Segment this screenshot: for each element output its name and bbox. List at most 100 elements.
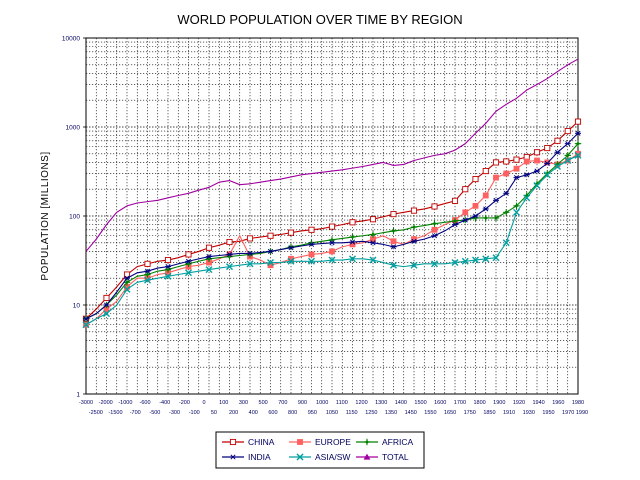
marker-stroke [82,321,90,329]
data-point [123,279,131,286]
x-tick-label: 1050 [326,410,338,416]
legend-entry-india: INDIA [222,452,271,462]
data-point [144,268,151,274]
data-point [226,251,233,257]
data-point [410,261,418,269]
legend-label: AFRICA [382,437,414,447]
marker-stroke [533,182,541,190]
data-point [288,245,294,251]
data-point [226,238,233,246]
marker-stroke [575,130,581,136]
data-point [349,233,356,241]
marker-stroke [431,260,438,268]
marker-stroke [390,261,397,269]
data-point [103,302,110,308]
x-tick-label: -400 [159,400,170,406]
chart-title: WORLD POPULATION OVER TIME BY REGION [177,12,462,27]
data-point [328,236,336,244]
data-point [503,190,510,196]
marker-fill [391,228,396,233]
marker-stroke [349,239,356,245]
data-point [482,255,490,263]
data-point [431,233,438,239]
series-line-total [85,58,579,252]
marker-stroke [287,257,295,265]
x-tick-label: 0 [203,400,206,406]
marker-stroke [492,254,500,262]
marker-stroke [513,208,520,216]
data-point [554,137,561,144]
x-tick-label: 1250 [365,410,377,416]
legend-entry-total: TOTAL [356,452,409,462]
data-point [451,217,459,225]
data-point [329,240,335,246]
marker-fill [125,280,129,285]
data-point [575,150,581,157]
marker-stroke [205,266,213,274]
marker-stroke [462,217,468,223]
marker-stroke [411,238,417,244]
x-tick-label: 600 [268,410,277,416]
marker-stroke [247,250,253,256]
data-point [369,231,377,238]
marker-stroke [246,260,254,268]
marker-fill [350,235,355,240]
data-point [492,214,500,222]
data-point [503,170,510,177]
x-tick-label: -3000 [79,400,93,406]
data-point [390,261,397,269]
data-point [564,128,571,135]
marker-fill [371,232,375,237]
x-tick-label: 1900 [493,400,505,406]
data-point [410,223,418,231]
data-point [554,149,561,155]
marker-stroke [565,141,571,147]
marker-stroke [483,206,489,212]
marker-stroke [165,264,171,270]
x-tick-label: 1940 [533,400,545,406]
marker-fill [514,203,519,208]
marker-stroke [206,254,212,260]
marker-fill [453,218,457,223]
x-tick-label: 1980 [572,400,584,406]
data-point [308,251,315,258]
marker-stroke [103,302,110,308]
marker-stroke [226,251,233,257]
data-point [513,165,520,172]
x-tick-label: 50 [211,410,217,416]
x-tick-label: 1450 [405,410,417,416]
data-point [287,229,295,236]
marker-fill [330,237,334,242]
data-point [544,159,551,166]
data-point [205,244,213,251]
legend-label: INDIA [248,452,271,462]
data-point [390,244,397,250]
data-point [462,217,469,223]
data-point [472,202,479,209]
data-point [226,263,233,271]
data-point [452,222,458,228]
data-point [462,209,469,216]
x-tick-label: 800 [288,410,297,416]
x-tick-label: 1800 [473,400,485,406]
legend-marker [230,454,236,460]
legend-marker [297,439,303,445]
marker-stroke [164,272,172,280]
x-tick-label: -1000 [118,400,132,406]
x-tick-label: 1700 [454,400,466,406]
marker-stroke [349,255,356,263]
marker-stroke [288,245,294,251]
data-point [513,208,520,216]
marker-stroke [185,258,192,264]
marker-fill [145,272,150,277]
series-total [85,58,579,252]
marker-stroke [574,151,582,159]
data-point [144,276,151,284]
x-tick-label: 1400 [395,400,407,406]
data-point [513,175,520,181]
data-point [82,321,90,329]
data-point [574,118,582,125]
legend-box [215,431,425,469]
x-tick-label: 1100 [336,400,348,406]
